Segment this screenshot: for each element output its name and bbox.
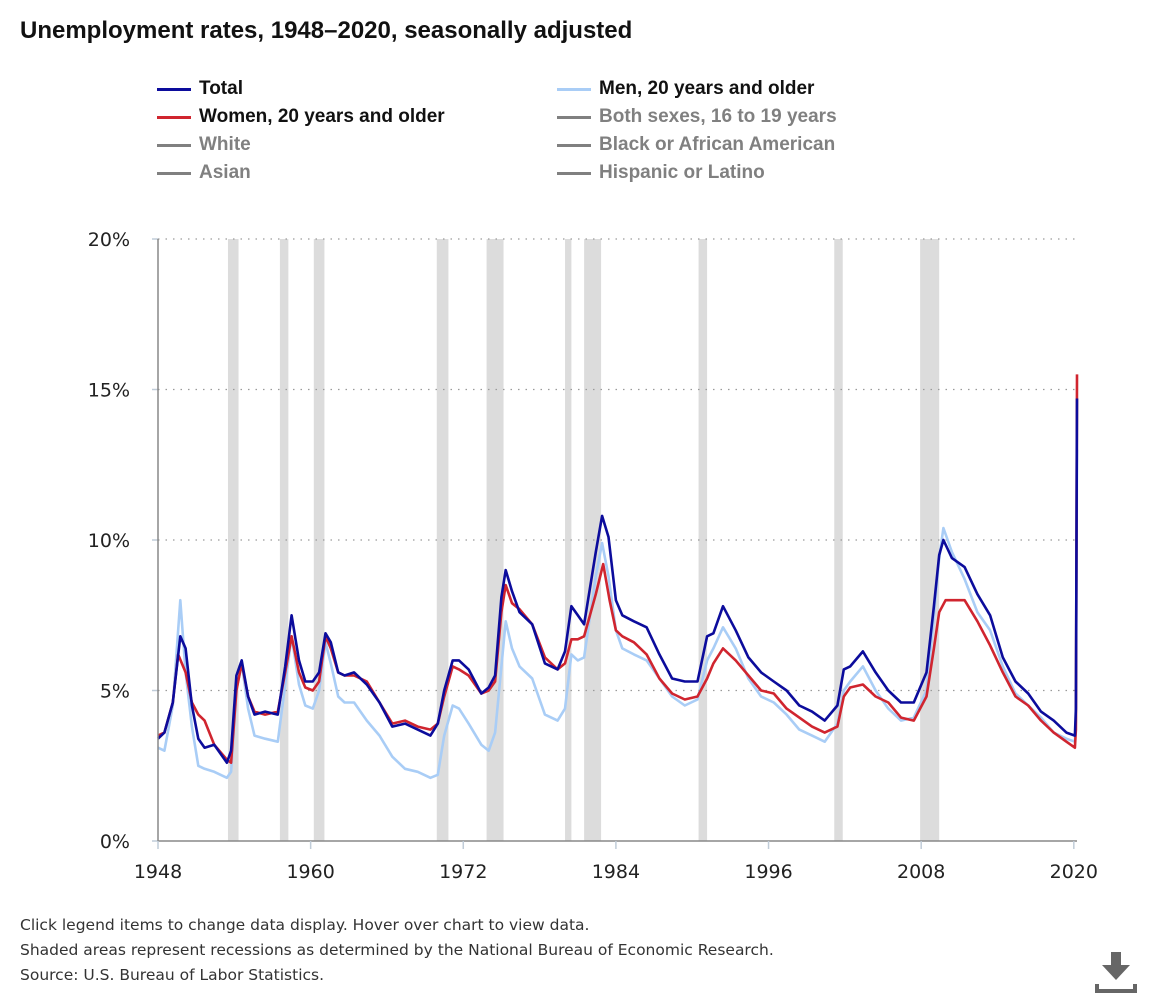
- legend-swatch: [557, 87, 591, 91]
- recession-bar: [279, 239, 289, 841]
- legend-swatch: [557, 143, 591, 147]
- x-tick-label: 2020: [1050, 861, 1098, 883]
- legend-item-total[interactable]: Total: [157, 78, 243, 100]
- x-tick-label: 1972: [439, 861, 487, 883]
- legend-item-white[interactable]: White: [157, 134, 251, 156]
- legend-swatch: [157, 143, 191, 147]
- recession-bar: [436, 239, 449, 841]
- recession-bar: [313, 239, 325, 841]
- chart-plot[interactable]: 0% 5% 10% 15% 20% 1948 1960 1972 1984 1996 2008 202…: [0, 0, 1160, 900]
- recession-shading: [227, 239, 940, 841]
- series-lines: [157, 374, 1079, 780]
- recession-bar: [565, 239, 572, 841]
- recession-bar: [698, 239, 708, 841]
- legend-swatch: [557, 171, 591, 175]
- legend-swatch: [157, 115, 191, 119]
- y-tick-label: 20%: [88, 229, 130, 251]
- legend-swatch: [157, 171, 191, 175]
- x-tick-label: 1996: [744, 861, 792, 883]
- recession-bar: [834, 239, 843, 841]
- gridlines: [158, 238, 1077, 692]
- footer-note-recessions: Shaded areas represent recessions as det…: [20, 941, 774, 959]
- legend-label: Hispanic or Latino: [599, 162, 765, 183]
- legend-swatch: [557, 115, 591, 119]
- legend-swatch: [157, 87, 191, 91]
- footer-source: Source: U.S. Bureau of Labor Statistics.: [20, 966, 325, 984]
- legend-item-hispanic[interactable]: Hispanic or Latino: [557, 162, 765, 184]
- footer-note-interaction: Click legend items to change data displa…: [20, 916, 590, 934]
- x-tick-label: 2008: [897, 861, 945, 883]
- chart-title: Unemployment rates, 1948–2020, seasonall…: [20, 17, 633, 44]
- download-icon[interactable]: [1095, 950, 1137, 994]
- legend-item-women[interactable]: Women, 20 years and older: [157, 106, 445, 128]
- legend-item-men[interactable]: Men, 20 years and older: [557, 78, 814, 100]
- legend-item-asian[interactable]: Asian: [157, 162, 251, 184]
- series-line-total: [157, 398, 1079, 765]
- legend-label: Asian: [199, 162, 251, 183]
- x-tick-label: 1948: [134, 861, 182, 883]
- legend-label: Total: [199, 78, 243, 99]
- legend-item-black[interactable]: Black or African American: [557, 134, 835, 156]
- y-tick-label: 15%: [88, 380, 130, 402]
- y-tick-label: 5%: [100, 681, 130, 703]
- x-tick-label: 1960: [286, 861, 334, 883]
- y-tick-label: 0%: [100, 831, 130, 853]
- legend-label: Men, 20 years and older: [599, 78, 815, 99]
- y-tick-label: 10%: [88, 530, 130, 552]
- legend-label: Women, 20 years and older: [199, 106, 445, 127]
- legend-label: Both sexes, 16 to 19 years: [599, 106, 837, 127]
- legend-label: White: [199, 134, 251, 155]
- x-tick-label: 1984: [592, 861, 640, 883]
- axes: 0% 5% 10% 15% 20% 1948 1960 1972 1984 1996 2008 202…: [88, 229, 1098, 883]
- legend-label: Black or African American: [599, 134, 836, 155]
- series-line-men-20-years-and-older: [157, 449, 1079, 780]
- recession-bar: [920, 239, 940, 841]
- recession-bar: [584, 239, 602, 841]
- legend-item-teens[interactable]: Both sexes, 16 to 19 years: [557, 106, 837, 128]
